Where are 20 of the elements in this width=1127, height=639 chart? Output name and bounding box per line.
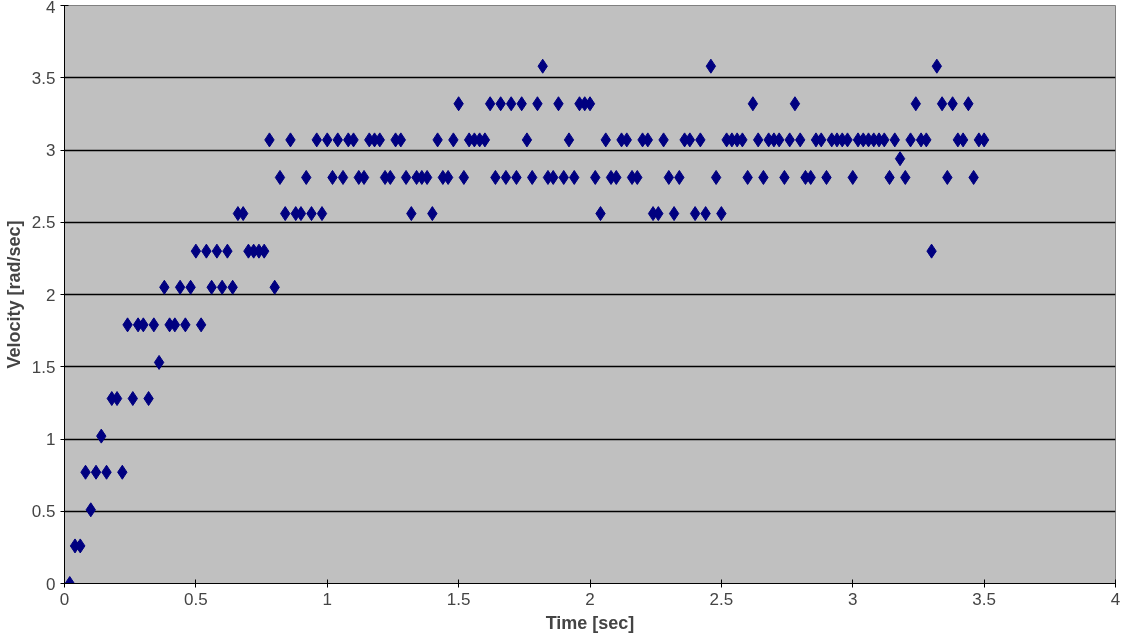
- x-axis-title: Time [sec]: [545, 612, 635, 633]
- y-tick-label: 2: [46, 285, 56, 305]
- y-tick-label: 2.5: [31, 213, 56, 233]
- x-tick-label: 1.5: [446, 589, 471, 609]
- y-tick-label: 1: [46, 430, 56, 449]
- y-tick-label: 0: [46, 574, 56, 594]
- x-tick-label: 3: [848, 589, 858, 609]
- y-tick-label: 4: [46, 0, 56, 17]
- x-tick-label: 3.5: [972, 589, 996, 609]
- y-axis-title: Velocity [rad/sec]: [3, 220, 24, 369]
- y-tick-label: 3.5: [31, 68, 56, 88]
- x-tick-label: 0.5: [184, 589, 208, 609]
- x-tick-label: 2: [585, 589, 595, 609]
- x-tick-label: 2.5: [709, 589, 734, 609]
- y-tick-label: 0.5: [31, 502, 56, 522]
- y-tick-label: 1.5: [31, 357, 56, 377]
- y-tick-label: 3: [46, 141, 56, 160]
- x-tick-label: 0: [59, 589, 70, 609]
- x-tick-label: 1: [322, 589, 332, 609]
- x-tick-label: 4: [1110, 589, 1121, 609]
